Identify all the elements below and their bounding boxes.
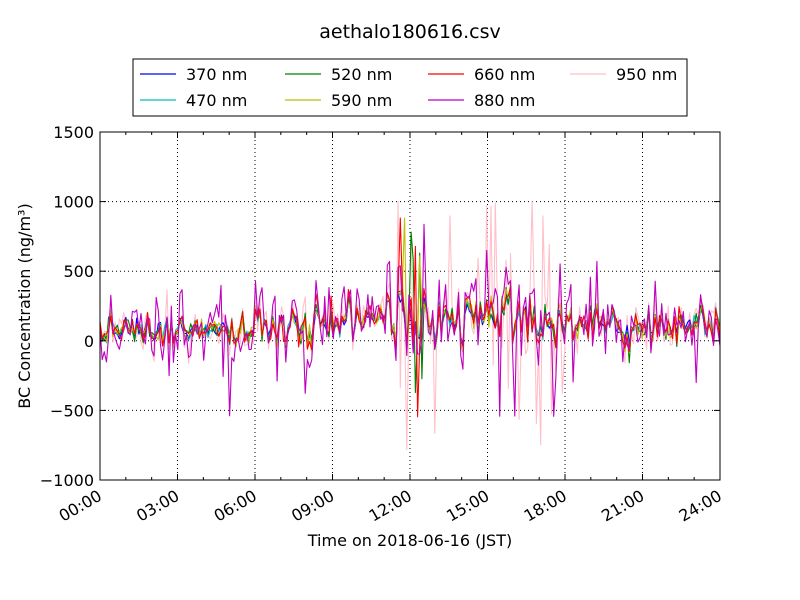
- legend-box: [132, 58, 688, 117]
- series-line-880-nm: [100, 223, 720, 417]
- y-axis-label: BC Concentration (ng/m³): [15, 203, 34, 408]
- y-tick-label: 500: [63, 262, 94, 281]
- series-lines: [100, 201, 720, 451]
- legend-label: 660 nm: [474, 65, 535, 84]
- x-axis-label: Time on 2018-06-16 (JST): [307, 531, 512, 550]
- y-tick-labels: −1000 −500 0 500 1000 1500: [40, 123, 94, 490]
- legend-label: 370 nm: [186, 65, 247, 84]
- legend-label: 950 nm: [616, 65, 677, 84]
- y-tick-label: −1000: [40, 471, 94, 490]
- y-tick-label: 1000: [53, 193, 94, 212]
- ticks: [99, 131, 721, 481]
- chart-title: aethalo180616.csv: [319, 21, 501, 43]
- y-tick-label: 0: [84, 332, 94, 351]
- legend-label: 880 nm: [474, 91, 535, 110]
- y-tick-label: −500: [50, 401, 94, 420]
- legend-label: 520 nm: [331, 65, 392, 84]
- y-tick-label: 1500: [53, 123, 94, 142]
- legend-label: 590 nm: [331, 91, 392, 110]
- legend-label: 470 nm: [186, 91, 247, 110]
- legend: 370 nm 470 nm 520 nm 590 nm 660 nm 880 nm 950 …: [132, 58, 688, 117]
